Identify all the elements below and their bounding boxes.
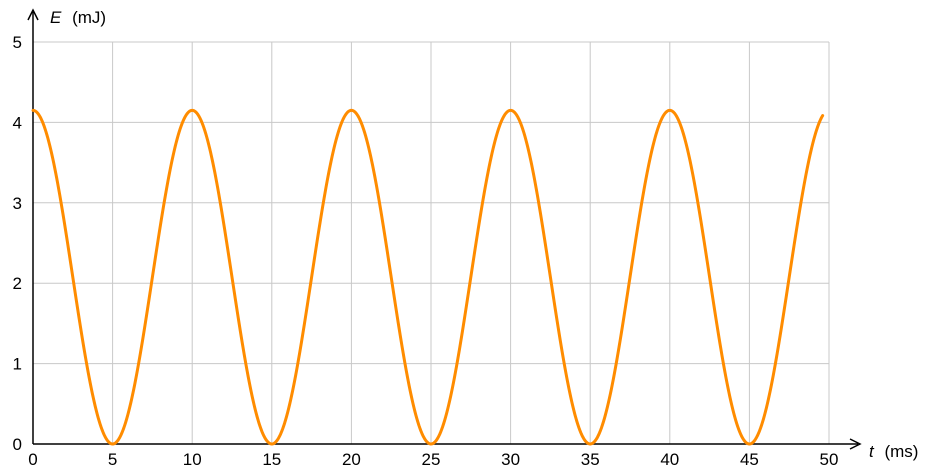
y-tick-label: 2 [13,274,22,293]
x-tick-label: 5 [108,450,117,469]
x-tick-label: 10 [183,450,202,469]
x-tick-label: 0 [28,450,37,469]
grid [33,41,830,444]
y-tick-label: 1 [13,355,22,374]
y-tick-label: 0 [13,435,22,454]
y-tick-label: 3 [13,194,22,213]
x-axis-arrow [849,438,862,450]
x-tick-label: 50 [820,450,839,469]
x-tick-label: 15 [262,450,281,469]
x-axis-label: t (ms) [869,442,918,461]
x-tick-label: 35 [581,450,600,469]
x-tick-label: 40 [660,450,679,469]
x-tick-label: 20 [342,450,361,469]
y-axis-arrow [27,8,39,21]
x-tick-label: 30 [501,450,520,469]
y-tick-label: 4 [13,113,22,132]
y-tick-label: 5 [13,33,22,52]
axes [27,8,862,450]
x-tick-label: 45 [740,450,759,469]
energy-curve [31,108,825,446]
y-axis-label: E (mJ) [50,8,106,27]
x-tick-label: 25 [422,450,441,469]
